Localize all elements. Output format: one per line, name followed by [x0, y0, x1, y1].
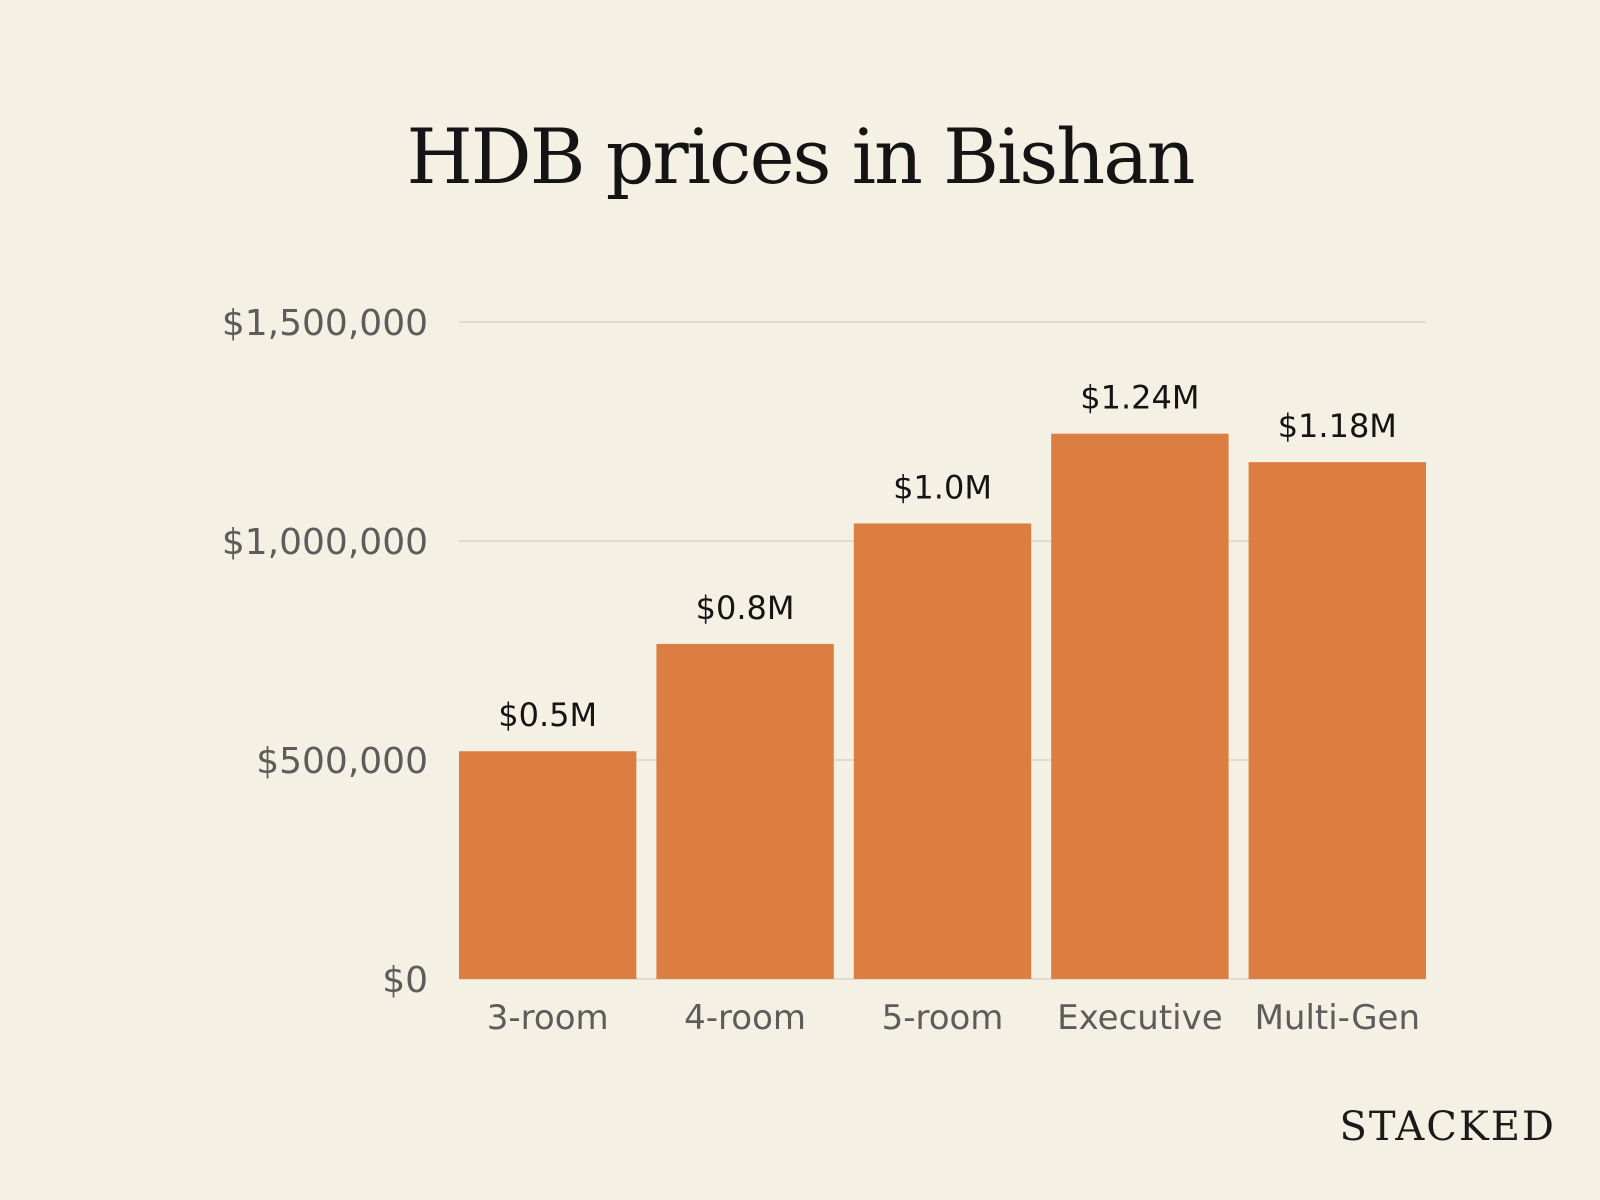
bar-value-label: $0.5M	[498, 696, 597, 734]
x-tick-label: Executive	[1057, 998, 1223, 1038]
bar-value-label: $1.24M	[1080, 379, 1199, 417]
data-labels: $0.5M $0.8M $1.0M $1.24M $1.18M	[498, 379, 1397, 735]
bar-value-label: $1.18M	[1278, 407, 1397, 445]
x-tick-label: 3-room	[487, 998, 609, 1038]
x-tick-label: 4-room	[684, 998, 806, 1038]
bar	[1248, 462, 1426, 979]
bars	[459, 433, 1426, 979]
x-tick-label: 5-room	[882, 998, 1004, 1038]
bar	[459, 751, 637, 979]
bar	[853, 523, 1032, 979]
bar-value-label: $1.0M	[893, 468, 992, 506]
y-tick-label: $0	[382, 960, 428, 1001]
bar	[656, 643, 834, 979]
y-tick-label: $500,000	[256, 741, 428, 782]
x-axis-ticks: 3-room 4-room 5-room Executive Multi-Gen	[487, 998, 1420, 1038]
x-tick-label: Multi-Gen	[1255, 998, 1420, 1038]
bar	[1051, 433, 1229, 979]
stacked-logo: STACKED	[1339, 1104, 1556, 1150]
y-tick-label: $1,500,000	[222, 303, 428, 344]
y-tick-label: $1,000,000	[222, 522, 428, 563]
chart-title: HDB prices in Bishan	[406, 112, 1196, 201]
bar-value-label: $0.8M	[696, 589, 795, 627]
y-axis-ticks: $0 $500,000 $1,000,000 $1,500,000	[222, 303, 428, 1001]
